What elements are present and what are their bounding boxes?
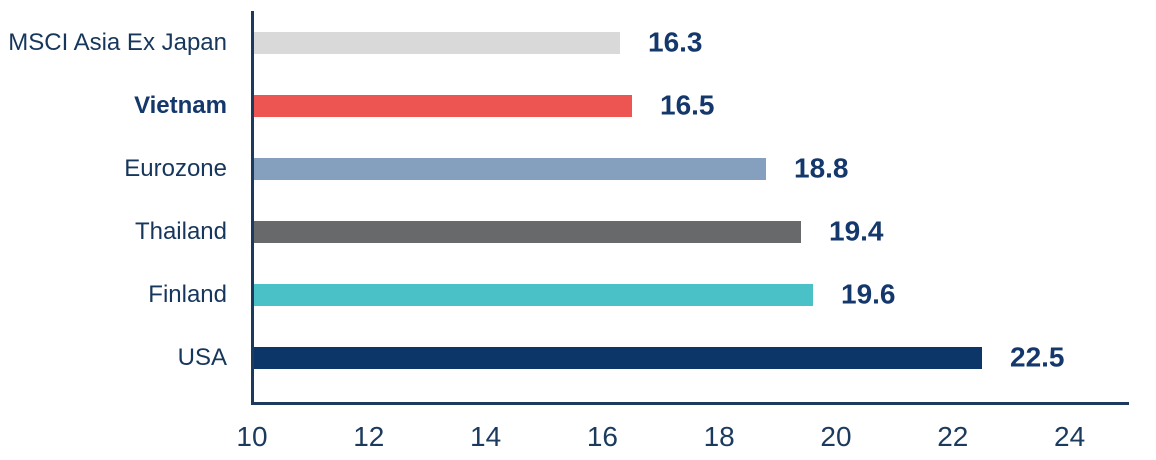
y-axis-line <box>251 11 254 405</box>
category-label: Vietnam <box>134 92 227 119</box>
value-label: 22.5 <box>1010 341 1065 373</box>
category-label: Thailand <box>134 218 227 245</box>
x-tick-label: 24 <box>1054 421 1086 452</box>
bar <box>254 95 632 117</box>
value-label: 16.3 <box>648 26 703 58</box>
x-tick-label: 20 <box>820 421 852 452</box>
x-axis-line <box>251 402 1129 405</box>
bar <box>254 158 766 180</box>
x-tick-label: 18 <box>703 421 735 452</box>
category-label: Eurozone <box>124 155 227 182</box>
x-tick-label: 10 <box>236 421 268 452</box>
category-label: MSCI Asia Ex Japan <box>8 29 227 56</box>
x-tick-label: 12 <box>353 421 385 452</box>
value-label: 19.6 <box>841 278 896 310</box>
bar <box>254 347 982 369</box>
value-label: 18.8 <box>794 152 849 184</box>
category-label: Finland <box>148 281 227 308</box>
x-tick-label: 22 <box>937 421 969 452</box>
bar <box>254 221 801 243</box>
category-label: USA <box>177 344 227 371</box>
bar <box>254 284 813 306</box>
x-tick-label: 16 <box>586 421 618 452</box>
value-label: 19.4 <box>829 215 884 247</box>
x-tick-label: 14 <box>470 421 502 452</box>
bar <box>254 32 620 54</box>
value-label: 16.5 <box>660 89 715 121</box>
